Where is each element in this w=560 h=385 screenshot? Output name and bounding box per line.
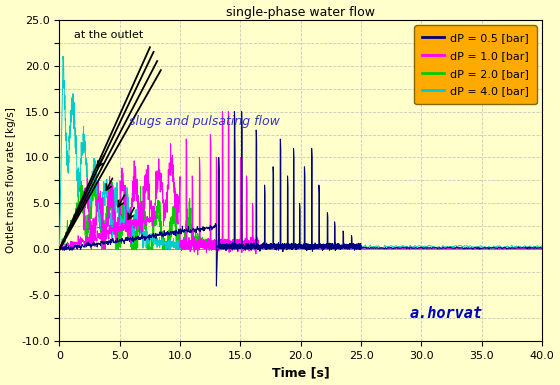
Y-axis label: Outlet mass flow rate [kg/s]: Outlet mass flow rate [kg/s] <box>6 107 16 253</box>
X-axis label: Time [s]: Time [s] <box>272 367 330 380</box>
Text: at the outlet: at the outlet <box>74 30 143 40</box>
Legend: dP = 0.5 [bar], dP = 1.0 [bar], dP = 2.0 [bar], dP = 4.0 [bar]: dP = 0.5 [bar], dP = 1.0 [bar], dP = 2.0… <box>414 25 536 104</box>
Text: a.horvat: a.horvat <box>409 306 482 321</box>
Title: single-phase water flow: single-phase water flow <box>226 5 375 18</box>
Text: slugs and pulsating flow: slugs and pulsating flow <box>129 116 281 128</box>
